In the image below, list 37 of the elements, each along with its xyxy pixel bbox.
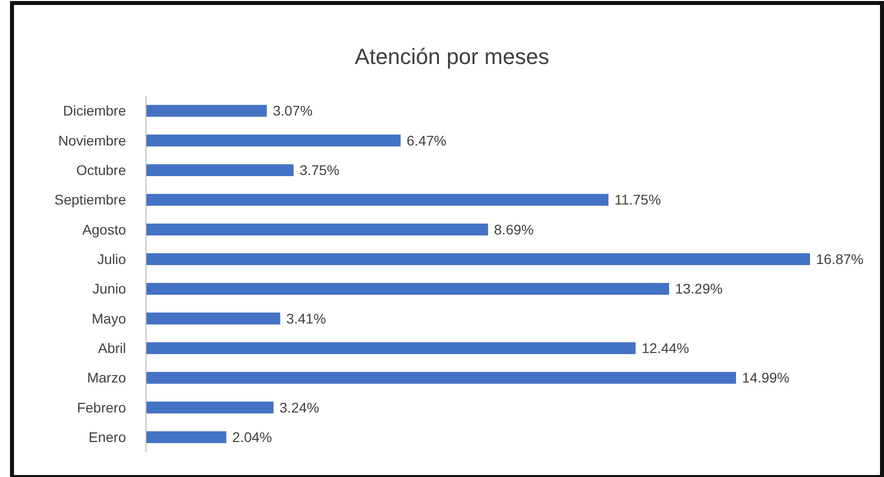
data-label: 16.87% bbox=[816, 251, 864, 268]
y-tick-label: Enero bbox=[88, 429, 126, 446]
y-tick-label: Marzo bbox=[87, 370, 126, 386]
bar bbox=[146, 312, 280, 324]
y-tick-label: Junio bbox=[92, 280, 126, 297]
bar bbox=[146, 431, 226, 444]
data-label: 3.07% bbox=[272, 102, 313, 119]
bar bbox=[146, 164, 294, 176]
data-label: 14.99% bbox=[742, 370, 790, 386]
bar bbox=[146, 402, 274, 414]
data-label: 3.24% bbox=[280, 399, 320, 416]
y-tick-label: Abril bbox=[98, 340, 126, 356]
y-tick-label: Noviembre bbox=[58, 132, 126, 148]
data-label: 2.04% bbox=[232, 429, 272, 446]
y-tick-label: Septiembre bbox=[54, 192, 126, 208]
bar bbox=[146, 253, 810, 266]
data-label: 11.75% bbox=[614, 192, 661, 208]
y-tick-label: Diciembre bbox=[62, 102, 126, 119]
chart-title: Atención por meses bbox=[354, 44, 550, 69]
bar bbox=[146, 372, 736, 384]
data-label: 13.29% bbox=[675, 280, 723, 297]
bar bbox=[146, 104, 267, 117]
y-tick-label: Julio bbox=[97, 251, 126, 268]
data-label: 8.69% bbox=[494, 221, 534, 238]
y-tick-label: Agosto bbox=[82, 221, 126, 238]
data-label: 3.75% bbox=[300, 162, 340, 178]
y-tick-label: Febrero bbox=[76, 399, 126, 416]
bar bbox=[146, 224, 488, 236]
y-tick-label: Mayo bbox=[92, 310, 126, 326]
bar bbox=[146, 342, 636, 354]
data-label: 6.47% bbox=[406, 132, 446, 148]
data-label: 3.41% bbox=[286, 310, 326, 326]
y-tick-label: Octubre bbox=[76, 162, 126, 178]
bar bbox=[146, 194, 608, 206]
bar bbox=[146, 282, 670, 295]
bar bbox=[146, 134, 401, 146]
data-label: 12.44% bbox=[642, 340, 690, 356]
